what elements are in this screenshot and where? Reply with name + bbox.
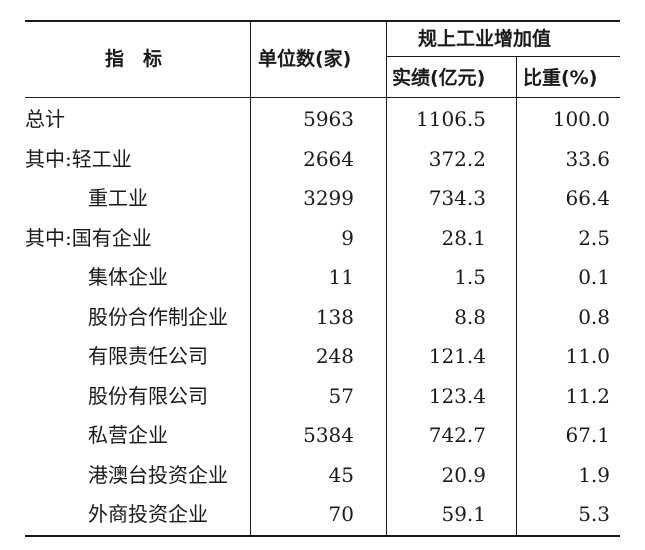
row-label: 有限责任公司	[88, 344, 208, 368]
row-actual: 8.8	[454, 305, 486, 329]
row-label: 其中:国有企业	[25, 226, 152, 250]
header-indicator: 指 标	[105, 48, 163, 70]
row-units: 57	[328, 384, 354, 408]
row-actual: 372.2	[428, 147, 486, 171]
row-share: 67.1	[565, 423, 610, 447]
row-actual: 1106.5	[416, 107, 486, 131]
top-rule	[25, 20, 620, 22]
row-label: 其中:轻工业	[25, 147, 132, 171]
row-label: 集体企业	[88, 265, 168, 289]
row-label: 港澳台投资企业	[88, 463, 228, 487]
row-actual: 742.7	[428, 423, 486, 447]
row-share: 0.8	[578, 305, 610, 329]
row-units: 70	[328, 502, 354, 526]
col-divider-3	[516, 57, 517, 537]
row-units: 45	[328, 463, 354, 487]
row-units: 2664	[303, 147, 354, 171]
col-divider-1	[250, 20, 251, 537]
row-label: 私营企业	[88, 423, 168, 447]
row-label: 股份有限公司	[88, 384, 208, 408]
header-sub-rule	[386, 56, 620, 57]
row-actual: 123.4	[428, 384, 486, 408]
row-share: 1.9	[578, 463, 610, 487]
row-share: 5.3	[578, 502, 610, 526]
row-label: 外商投资企业	[88, 502, 208, 526]
row-units: 3299	[303, 186, 354, 210]
row-share: 11.2	[565, 384, 610, 408]
row-actual: 59.1	[441, 502, 486, 526]
row-units: 5384	[303, 423, 354, 447]
row-share: 0.1	[578, 265, 610, 289]
row-share: 66.4	[565, 186, 610, 210]
row-actual: 20.9	[441, 463, 486, 487]
row-units: 138	[315, 305, 354, 329]
row-units: 9	[341, 226, 354, 250]
col-divider-2	[386, 20, 387, 537]
row-actual: 28.1	[441, 226, 486, 250]
row-actual: 1.5	[454, 265, 486, 289]
row-units: 11	[328, 265, 354, 289]
row-share: 11.0	[565, 344, 610, 368]
row-share: 33.6	[565, 147, 610, 171]
row-actual: 734.3	[428, 186, 486, 210]
header-units: 单位数(家)	[258, 48, 352, 70]
header-bottom-rule	[25, 97, 620, 98]
header-added-value: 规上工业增加值	[418, 28, 552, 50]
header-share: 比重(%)	[523, 67, 598, 89]
header-actual: 实绩(亿元)	[392, 67, 486, 89]
row-units: 248	[315, 344, 354, 368]
row-share: 2.5	[578, 226, 610, 250]
row-actual: 121.4	[428, 344, 486, 368]
row-share: 100.0	[552, 107, 610, 131]
row-label: 重工业	[88, 186, 148, 210]
bottom-rule	[25, 535, 620, 537]
row-label: 总计	[25, 107, 65, 131]
row-label: 股份合作制企业	[88, 305, 228, 329]
row-units: 5963	[303, 107, 354, 131]
